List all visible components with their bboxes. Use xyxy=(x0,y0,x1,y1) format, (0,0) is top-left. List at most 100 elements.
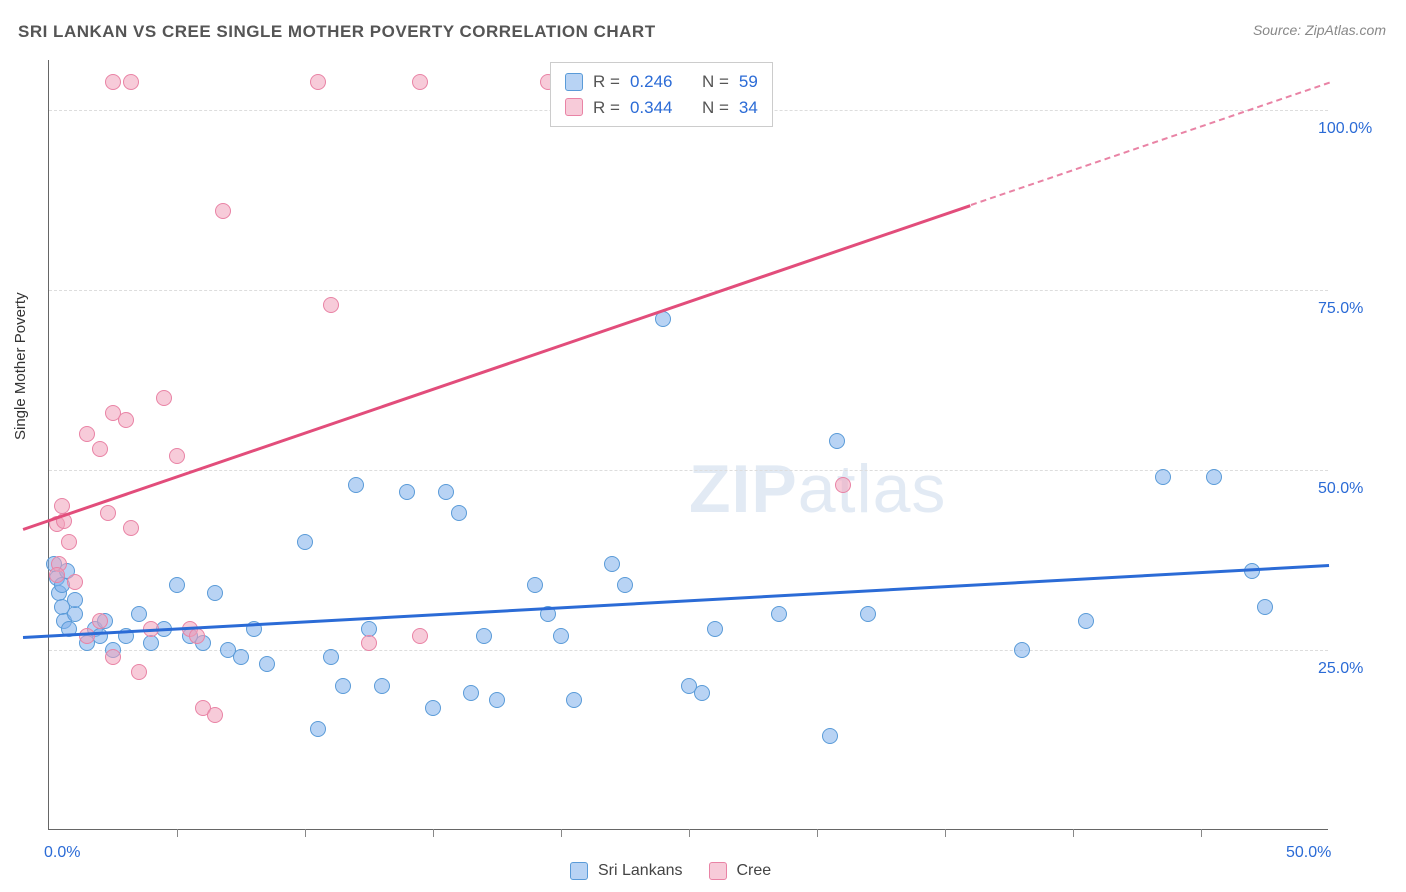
xtick-mark xyxy=(177,829,178,837)
legend-n-value-1: 59 xyxy=(739,69,758,95)
scatter-point xyxy=(123,74,139,90)
source-label: Source: ZipAtlas.com xyxy=(1253,22,1386,38)
xtick-mark xyxy=(817,829,818,837)
scatter-point xyxy=(335,678,351,694)
legend-swatch-pink xyxy=(565,98,583,116)
scatter-point xyxy=(822,728,838,744)
legend-r-label-2: R = xyxy=(593,95,620,121)
scatter-point xyxy=(118,412,134,428)
legend-item-label: Cree xyxy=(737,862,772,880)
legend-bottom: Sri Lankans Cree xyxy=(570,862,787,880)
xtick-mark xyxy=(305,829,306,837)
scatter-point xyxy=(310,721,326,737)
scatter-point xyxy=(694,685,710,701)
scatter-point xyxy=(553,628,569,644)
trend-line xyxy=(23,204,971,530)
scatter-point xyxy=(707,621,723,637)
scatter-point xyxy=(61,534,77,550)
scatter-point xyxy=(489,692,505,708)
ytick-label: 50.0% xyxy=(1318,480,1363,498)
chart-container: SRI LANKAN VS CREE SINGLE MOTHER POVERTY… xyxy=(0,0,1406,892)
scatter-point xyxy=(233,649,249,665)
scatter-point xyxy=(348,477,364,493)
scatter-point xyxy=(100,505,116,521)
scatter-point xyxy=(310,74,326,90)
xtick-label: 50.0% xyxy=(1286,844,1331,862)
scatter-point xyxy=(92,613,108,629)
scatter-point xyxy=(67,574,83,590)
scatter-point xyxy=(425,700,441,716)
legend-r-value-1: 0.246 xyxy=(630,69,673,95)
scatter-point xyxy=(131,664,147,680)
legend-rn-row-2: R = 0.344 N = 34 xyxy=(565,95,758,121)
scatter-point xyxy=(1078,613,1094,629)
legend-r-value-2: 0.344 xyxy=(630,95,673,121)
scatter-point xyxy=(207,585,223,601)
legend-n-value-2: 34 xyxy=(739,95,758,121)
plot-area: ZIPatlas xyxy=(48,60,1328,830)
scatter-point xyxy=(169,448,185,464)
xtick-mark xyxy=(689,829,690,837)
legend-rn: R = 0.246 N = 59 R = 0.344 N = 34 xyxy=(550,62,773,127)
scatter-point xyxy=(527,577,543,593)
watermark-zip: ZIP xyxy=(689,451,798,527)
watermark: ZIPatlas xyxy=(689,450,946,528)
gridline-h xyxy=(49,290,1328,291)
legend-r-label-1: R = xyxy=(593,69,620,95)
scatter-point xyxy=(169,577,185,593)
trend-line xyxy=(970,82,1329,206)
scatter-point xyxy=(259,656,275,672)
scatter-point xyxy=(105,74,121,90)
xtick-mark xyxy=(1201,829,1202,837)
legend-n-label-1: N = xyxy=(702,69,729,95)
scatter-point xyxy=(207,707,223,723)
trend-line xyxy=(23,564,1329,638)
xtick-label: 0.0% xyxy=(44,844,80,862)
scatter-point xyxy=(105,649,121,665)
scatter-point xyxy=(829,433,845,449)
scatter-point xyxy=(131,606,147,622)
scatter-point xyxy=(323,297,339,313)
xtick-mark xyxy=(561,829,562,837)
scatter-point xyxy=(123,520,139,536)
scatter-point xyxy=(49,567,65,583)
scatter-point xyxy=(215,203,231,219)
xtick-mark xyxy=(433,829,434,837)
scatter-point xyxy=(412,628,428,644)
scatter-point xyxy=(297,534,313,550)
legend-rn-row-1: R = 0.246 N = 59 xyxy=(565,69,758,95)
xtick-mark xyxy=(945,829,946,837)
legend-swatch xyxy=(709,862,727,880)
legend-item-label: Sri Lankans xyxy=(598,862,683,880)
scatter-point xyxy=(1155,469,1171,485)
scatter-point xyxy=(67,592,83,608)
scatter-point xyxy=(143,635,159,651)
ytick-label: 25.0% xyxy=(1318,660,1363,678)
y-axis-label: Single Mother Poverty xyxy=(12,292,29,440)
chart-title: SRI LANKAN VS CREE SINGLE MOTHER POVERTY… xyxy=(18,22,656,42)
scatter-point xyxy=(79,628,95,644)
ytick-label: 75.0% xyxy=(1318,300,1363,318)
scatter-point xyxy=(476,628,492,644)
scatter-point xyxy=(412,74,428,90)
scatter-point xyxy=(1014,642,1030,658)
watermark-atlas: atlas xyxy=(798,451,947,527)
legend-n-label-2: N = xyxy=(702,95,729,121)
scatter-point xyxy=(67,606,83,622)
legend-swatch-blue xyxy=(565,73,583,91)
xtick-mark xyxy=(1073,829,1074,837)
scatter-point xyxy=(1257,599,1273,615)
scatter-point xyxy=(1206,469,1222,485)
scatter-point xyxy=(604,556,620,572)
scatter-point xyxy=(323,649,339,665)
scatter-point xyxy=(566,692,582,708)
scatter-point xyxy=(860,606,876,622)
scatter-point xyxy=(438,484,454,500)
scatter-point xyxy=(79,426,95,442)
scatter-point xyxy=(399,484,415,500)
scatter-point xyxy=(189,628,205,644)
scatter-point xyxy=(463,685,479,701)
scatter-point xyxy=(92,441,108,457)
scatter-point xyxy=(156,390,172,406)
ytick-label: 100.0% xyxy=(1318,120,1372,138)
